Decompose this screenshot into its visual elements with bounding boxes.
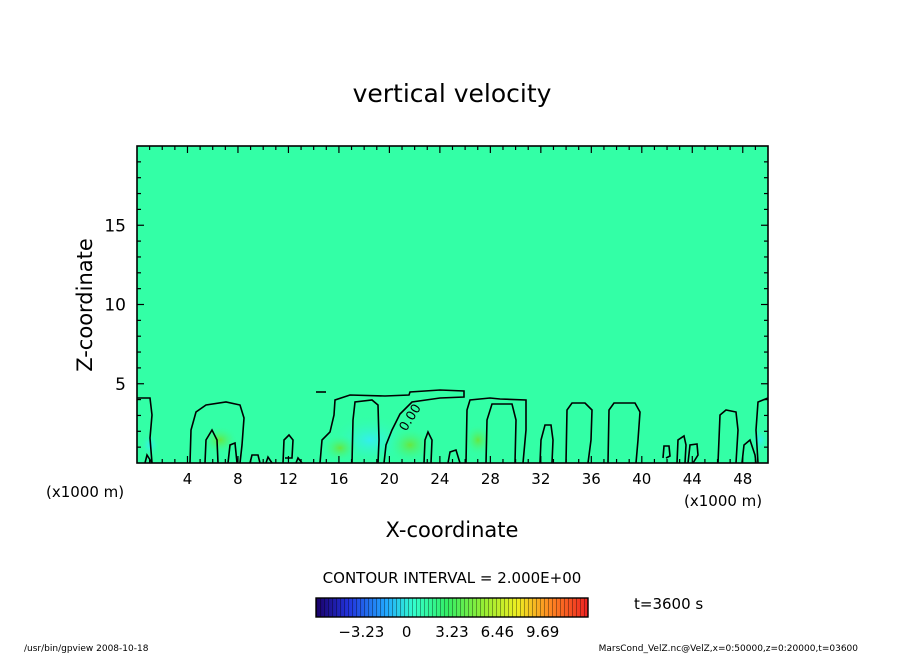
x-tick-label: 12 [279,470,298,488]
contour-line [319,389,465,464]
velocity-field-blobs [140,414,770,466]
contour-line [539,424,554,464]
colorbar [315,597,589,618]
footer-right: MarsCond_VelZ.nc@VelZ,x=0:50000,z=0:2000… [599,644,859,654]
x-tick-label: 28 [481,470,500,488]
field-background [137,146,768,463]
contour-line [465,397,527,464]
x-tick-label: 16 [329,470,348,488]
contour-line [565,402,593,464]
contour-line [662,445,671,459]
contour-line [447,448,461,464]
x-axis-label: X-coordinate [386,518,519,542]
updraft-blob [202,426,238,454]
contour-line [741,438,757,464]
contour-line [423,430,433,464]
contour-line [755,397,769,464]
time-label: t=3600 s [634,595,703,613]
chart-title: vertical velocity [353,79,552,108]
x-tick-label: 44 [683,470,702,488]
contour-line [189,401,245,464]
contour-line [282,433,294,464]
footer-left: /usr/bin/gpview 2008-10-18 [24,644,149,654]
contour-line [351,399,380,464]
contour-line [227,441,238,464]
x-tick-labels: 4 8 12 16 20 24 28 32 36 40 44 48 [183,470,753,488]
x-tick-label: 8 [233,470,243,488]
x-unit-label-left: (x1000 m) [46,483,124,501]
colorbar-tick-label: 0 [402,623,412,641]
contour-line [265,455,273,464]
y-tick-label: 10 [104,296,126,316]
contour-line [144,452,153,464]
contour-line [137,397,153,464]
x-tick-label: 32 [531,470,550,488]
contour-interval-label: CONTOUR INTERVAL = 2.000E+00 [323,569,582,587]
x-tick-label: 20 [380,470,399,488]
updraft-blob [464,424,492,456]
colorbar-tick-label: 3.23 [435,623,468,641]
x-tick-label: 24 [430,470,449,488]
y-tick-label: 15 [104,216,126,236]
contour-line [687,443,699,464]
contour-line [485,403,517,464]
contour-line [204,428,219,464]
x-tick-label: 40 [632,470,651,488]
colorbar-stripes [316,598,588,617]
axis-ticks [137,146,768,463]
updraft-blob [388,427,432,463]
contour-lines [137,389,769,464]
x-unit-label-right: (x1000 m) [684,492,762,510]
x-tick-label: 4 [183,470,193,488]
colorbar-tick-label: 6.46 [481,623,514,641]
colorbar-tick-label: −3.23 [338,623,384,641]
contour-line [607,402,641,464]
x-tick-label: 48 [733,470,752,488]
colorbar-tick-labels: −3.23 0 3.23 6.46 9.69 [338,623,559,641]
y-tick-labels: 5 10 15 [104,216,126,395]
y-tick-label: 5 [115,375,126,395]
contour-line [676,434,687,464]
y-axis-label: Z-coordinate [73,238,97,372]
colorbar-tick-label: 9.69 [526,623,559,641]
colorbar-frame [315,597,589,618]
x-tick-label: 36 [582,470,601,488]
updraft-blob [322,434,358,462]
contour-line [717,409,739,464]
plot-area: 0.00 [136,145,770,466]
